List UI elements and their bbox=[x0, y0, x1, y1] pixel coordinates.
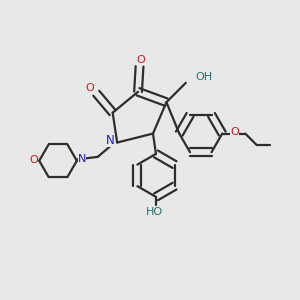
Text: N: N bbox=[106, 134, 115, 147]
Text: O: O bbox=[137, 55, 146, 65]
Text: O: O bbox=[29, 155, 38, 165]
Text: O: O bbox=[230, 127, 239, 137]
Text: O: O bbox=[85, 83, 94, 93]
Text: HO: HO bbox=[146, 207, 163, 218]
Text: OH: OH bbox=[195, 72, 212, 82]
Text: N: N bbox=[78, 154, 86, 164]
